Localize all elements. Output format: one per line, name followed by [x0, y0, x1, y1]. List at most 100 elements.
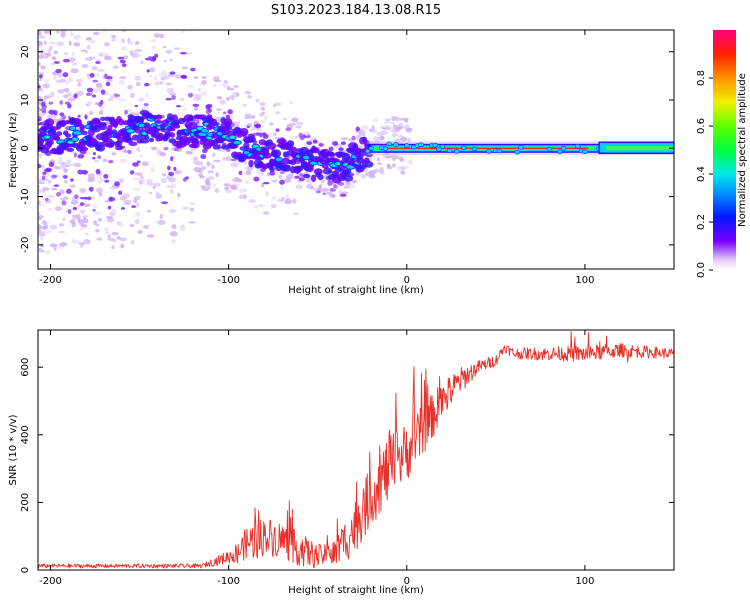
spectrogram-dot — [114, 93, 121, 97]
spectrogram-speckle — [168, 208, 177, 213]
spectrogram-speckle — [296, 121, 303, 126]
spectrogram-dot — [73, 93, 78, 99]
spectrogram-speckle — [53, 246, 57, 251]
spectrogram-dot — [173, 166, 177, 172]
spectrogram-speckle — [93, 211, 102, 216]
snr-background — [38, 330, 674, 570]
spectrogram-speckle — [100, 52, 106, 56]
spectrogram-speckle — [150, 146, 158, 151]
spectrogram-speckle — [43, 40, 47, 45]
spectrogram-speckle — [71, 238, 75, 244]
spectrogram-speckle — [150, 27, 153, 30]
colorbar-tick-label: 0.2 — [696, 214, 707, 230]
spectrogram-speckle — [47, 195, 55, 198]
spectrogram-speckle — [42, 187, 50, 190]
spectrogram-speckle — [123, 150, 129, 154]
spectrogram-speckle — [42, 220, 47, 225]
spectrogram-speckle — [242, 187, 247, 193]
spectrogram-dot — [82, 170, 88, 175]
spectrogram-ridge-blob — [46, 140, 53, 148]
spectrogram-speckle — [51, 56, 57, 60]
spectrogram-speckle — [42, 83, 50, 89]
spectrogram-speckle — [86, 44, 91, 50]
spectrogram-speckle — [151, 45, 156, 49]
spectrogram-ridge-blob — [98, 124, 107, 131]
spectrogram-speckle — [390, 129, 399, 133]
spectrogram-speckle — [383, 120, 390, 124]
spectrogram-y-label: Frequency (Hz) — [8, 112, 19, 188]
spectrogram-dot — [307, 134, 311, 138]
spectrogram-speckle — [189, 207, 195, 212]
spectrogram-dot — [85, 92, 92, 97]
spectrogram-speckle — [64, 164, 71, 168]
spectrogram-speckle — [98, 191, 103, 197]
spectrogram-speckle — [63, 168, 69, 173]
spectrogram-speckle — [97, 180, 102, 184]
spectrogram-speckle — [232, 84, 240, 88]
spectrogram-band-blob — [517, 144, 524, 150]
spectrogram-speckle — [160, 70, 169, 76]
spectrogram-dot — [279, 179, 285, 185]
spectrogram-ridge-cyan — [232, 140, 242, 146]
spectrogram-speckle — [283, 117, 287, 121]
spectrogram-speckle — [245, 170, 252, 176]
spectrogram-speckle — [69, 219, 76, 224]
spectrogram-speckle — [263, 211, 268, 215]
spectrogram-speckle — [38, 41, 43, 46]
spectrogram-speckle — [140, 60, 144, 65]
spectrogram-dot — [97, 155, 102, 160]
spectrogram-speckle — [42, 224, 49, 230]
spectrogram-speckle — [95, 187, 104, 193]
snr-y-tick-label: 0 — [20, 567, 31, 573]
snr-x-tick-label: -200 — [39, 576, 62, 587]
spectrogram-dot — [62, 72, 69, 78]
spectrogram-speckle — [102, 30, 107, 32]
spectrogram-speckle — [371, 130, 378, 134]
spectrogram-dot — [88, 186, 94, 192]
spectrogram-speckle — [259, 102, 266, 106]
spectrogram-speckle — [232, 91, 239, 98]
spectrogram-ridge-blob — [312, 147, 319, 152]
spectrogram-speckle — [134, 40, 140, 45]
spectrogram-band-blob — [514, 149, 521, 155]
spectrogram-speckle — [135, 202, 140, 208]
spectrogram-speckle — [141, 161, 149, 167]
spectrogram-speckle — [163, 59, 168, 63]
spectrogram-speckle — [241, 194, 248, 200]
spectrogram-dot — [118, 190, 123, 195]
spectrogram-speckle — [161, 173, 167, 177]
spectrogram-speckle — [79, 209, 86, 214]
spectrogram-speckle — [38, 36, 46, 39]
spectrogram-speckle — [127, 108, 133, 113]
spectrogram-speckle — [189, 201, 195, 206]
spectrogram-speckle — [147, 74, 152, 78]
spectrogram-dot — [48, 109, 56, 115]
spectrogram-speckle — [112, 65, 119, 69]
spectrogram-speckle — [67, 97, 76, 102]
spectrogram-speckle — [118, 80, 125, 86]
spectrogram-dot — [53, 61, 60, 64]
spectrogram-dot — [45, 197, 49, 201]
spectrogram-dot — [227, 109, 233, 115]
spectrogram-dot — [355, 126, 360, 132]
spectrogram-speckle — [38, 215, 44, 219]
spectrogram-dot — [255, 132, 261, 136]
spectrogram-speckle — [142, 15, 146, 18]
spectrogram-dot — [298, 132, 303, 138]
spectrogram-speckle — [44, 95, 52, 99]
spectrogram-speckle — [154, 81, 161, 86]
spectrogram-speckle — [56, 41, 65, 47]
spectrogram-speckle — [157, 219, 166, 226]
spectrogram-speckle — [228, 95, 235, 100]
spectrogram-dot — [92, 156, 96, 160]
spectrogram-speckle — [166, 87, 175, 94]
spectrogram-dot — [163, 147, 169, 151]
spectrogram-ridge-blob — [154, 119, 163, 124]
spectrogram-dot — [45, 167, 53, 172]
spectrogram-y-tick-label: 10 — [20, 94, 31, 107]
spectrogram-speckle — [42, 79, 50, 83]
spectrogram-dot — [59, 100, 63, 105]
spectrogram-dot — [190, 67, 196, 72]
spectrogram-speckle — [73, 42, 81, 47]
spectrogram-speckle — [38, 203, 45, 207]
